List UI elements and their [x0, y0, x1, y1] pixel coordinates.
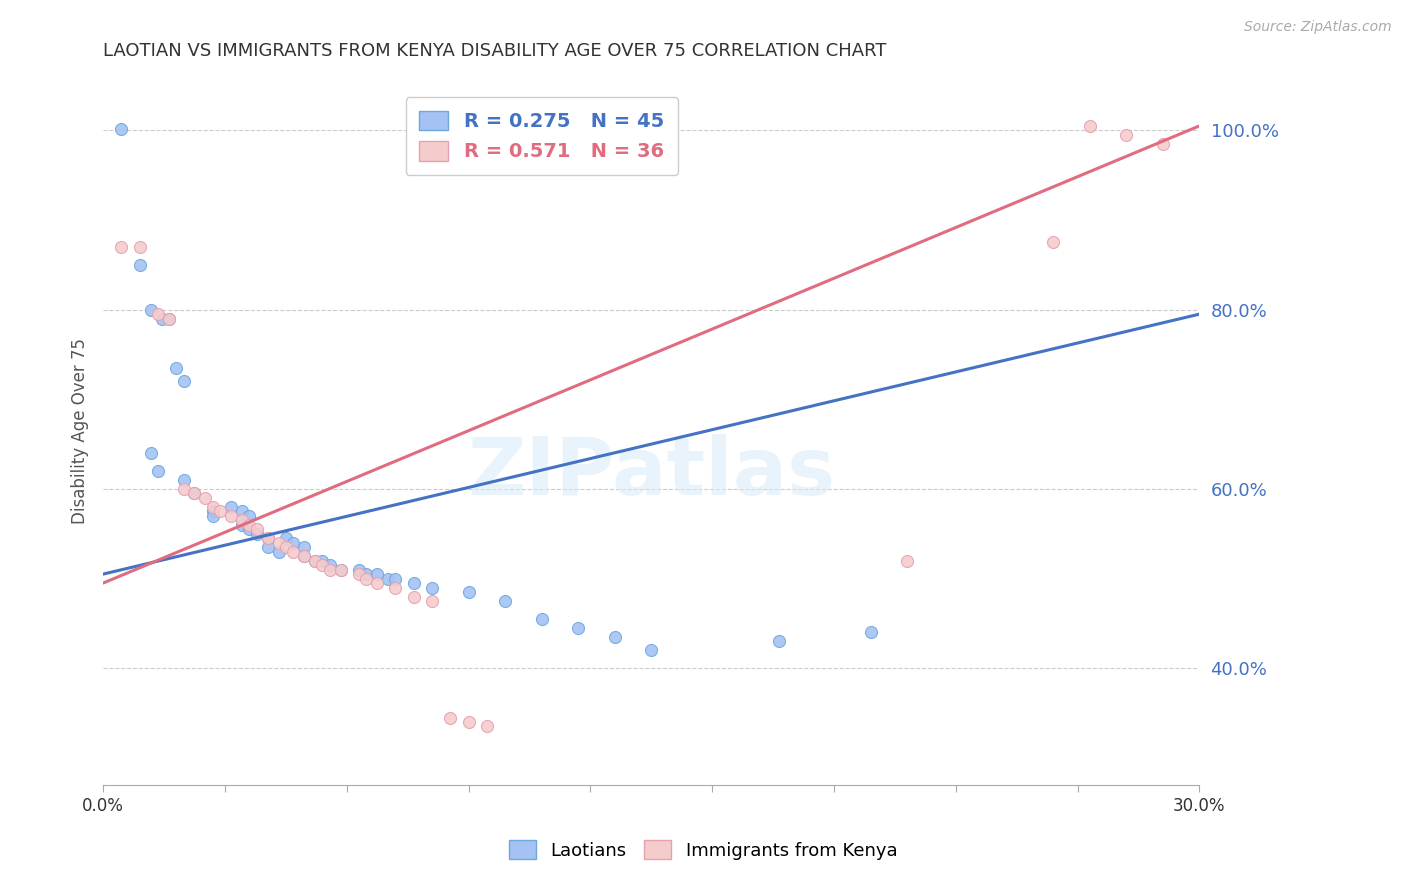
Point — [128, 258, 150, 272]
Point — [128, 240, 150, 254]
Point — [304, 554, 326, 568]
Point — [311, 558, 333, 573]
Y-axis label: Disability Age Over 75: Disability Age Over 75 — [72, 338, 89, 524]
Point — [347, 563, 370, 577]
Point — [231, 517, 253, 532]
Point — [329, 563, 352, 577]
Point — [439, 710, 461, 724]
Point — [420, 581, 443, 595]
Point — [292, 549, 315, 564]
Point — [420, 594, 443, 608]
Point — [281, 544, 304, 558]
Point — [366, 576, 388, 591]
Point — [139, 302, 162, 317]
Point — [274, 540, 297, 554]
Point — [267, 535, 290, 549]
Point — [1042, 235, 1064, 250]
Point — [274, 531, 297, 545]
Point — [157, 311, 180, 326]
Point — [256, 540, 278, 554]
Point — [173, 375, 195, 389]
Point — [567, 621, 589, 635]
Point — [150, 311, 173, 326]
Point — [194, 491, 217, 505]
Point — [318, 563, 340, 577]
Point — [304, 554, 326, 568]
Point — [640, 643, 662, 657]
Point — [530, 612, 553, 626]
Point — [231, 504, 253, 518]
Point — [246, 522, 269, 536]
Point — [219, 508, 242, 523]
Point — [366, 567, 388, 582]
Point — [201, 508, 224, 523]
Point — [110, 240, 132, 254]
Point — [768, 634, 790, 648]
Point — [1115, 128, 1137, 142]
Point — [238, 508, 260, 523]
Point — [1078, 119, 1101, 133]
Point — [318, 558, 340, 573]
Point — [1152, 136, 1174, 151]
Point — [173, 482, 195, 496]
Point — [231, 513, 253, 527]
Point — [157, 311, 180, 326]
Point — [402, 590, 425, 604]
Point — [384, 581, 406, 595]
Point — [377, 572, 399, 586]
Point — [201, 504, 224, 518]
Point — [475, 719, 498, 733]
Point — [256, 531, 278, 545]
Point — [183, 486, 205, 500]
Point — [238, 517, 260, 532]
Point — [173, 473, 195, 487]
Text: ZIPatlas: ZIPatlas — [467, 434, 835, 512]
Point — [165, 360, 187, 375]
Legend: Laotians, Immigrants from Kenya: Laotians, Immigrants from Kenya — [502, 833, 904, 867]
Point — [256, 531, 278, 545]
Point — [238, 522, 260, 536]
Point — [292, 540, 315, 554]
Point — [384, 572, 406, 586]
Text: Source: ZipAtlas.com: Source: ZipAtlas.com — [1244, 20, 1392, 34]
Point — [311, 554, 333, 568]
Point — [402, 576, 425, 591]
Point — [209, 504, 232, 518]
Point — [354, 572, 377, 586]
Point — [281, 535, 304, 549]
Point — [246, 526, 269, 541]
Point — [292, 549, 315, 564]
Point — [494, 594, 516, 608]
Point — [219, 500, 242, 514]
Point — [896, 554, 918, 568]
Point — [603, 630, 626, 644]
Point — [146, 464, 169, 478]
Point — [457, 714, 479, 729]
Point — [201, 500, 224, 514]
Point — [329, 563, 352, 577]
Point — [146, 307, 169, 321]
Point — [457, 585, 479, 599]
Point — [110, 121, 132, 136]
Point — [859, 625, 882, 640]
Point — [354, 567, 377, 582]
Point — [139, 446, 162, 460]
Legend: R = 0.275   N = 45, R = 0.571   N = 36: R = 0.275 N = 45, R = 0.571 N = 36 — [405, 97, 678, 175]
Point — [267, 544, 290, 558]
Text: LAOTIAN VS IMMIGRANTS FROM KENYA DISABILITY AGE OVER 75 CORRELATION CHART: LAOTIAN VS IMMIGRANTS FROM KENYA DISABIL… — [103, 42, 887, 60]
Point — [347, 567, 370, 582]
Point — [183, 486, 205, 500]
